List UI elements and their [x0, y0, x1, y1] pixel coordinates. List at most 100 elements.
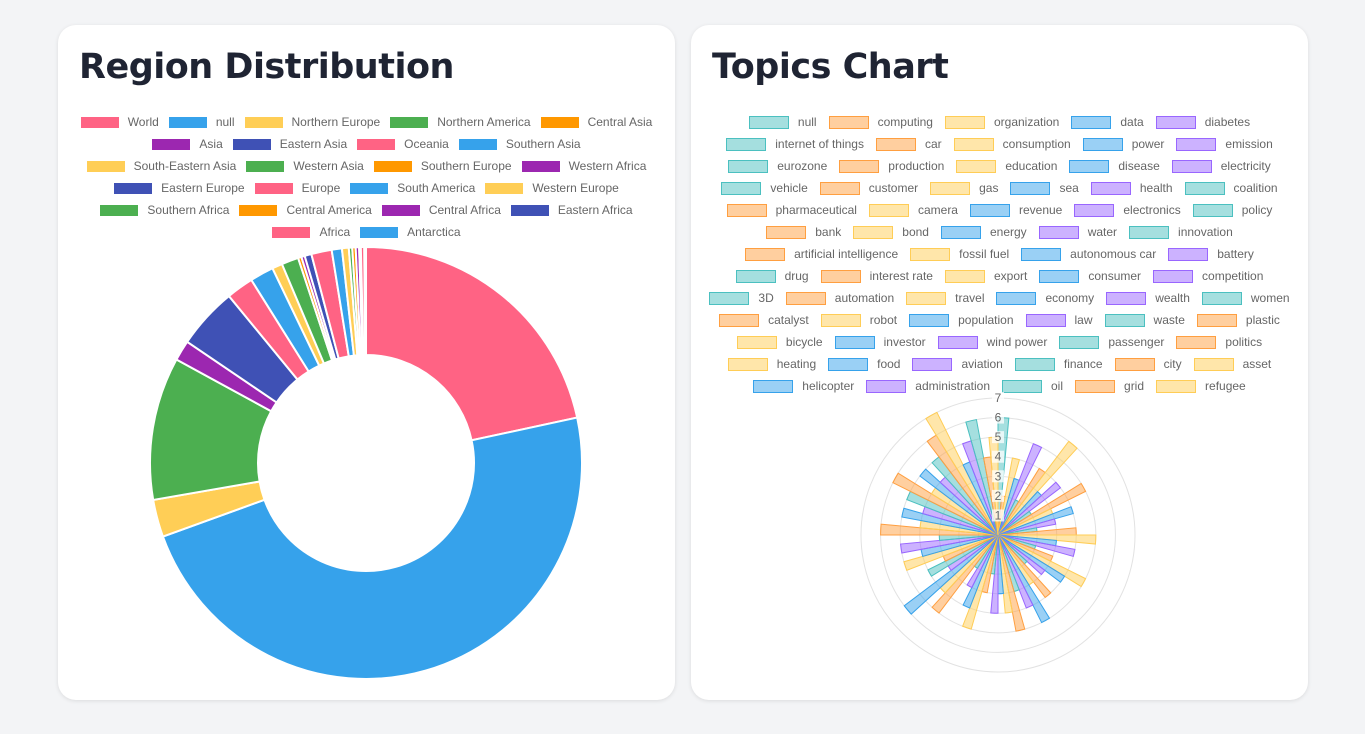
legend-item-electronics[interactable]: electronics	[1068, 199, 1186, 221]
legend-item-3d[interactable]: 3D	[703, 287, 779, 309]
legend-item-plastic[interactable]: plastic	[1191, 309, 1286, 331]
legend-item-population[interactable]: population	[903, 309, 1019, 331]
legend-item-southern-europe[interactable]: Southern Europe	[369, 155, 517, 177]
legend-item-women[interactable]: women	[1196, 287, 1296, 309]
legend-item-catalyst[interactable]: catalyst	[713, 309, 815, 331]
legend-item-policy[interactable]: policy	[1187, 199, 1279, 221]
donut-slice-world[interactable]	[365, 245, 579, 442]
legend-item-robot[interactable]: robot	[815, 309, 903, 331]
legend-item-automation[interactable]: automation	[780, 287, 900, 309]
legend-item-camera[interactable]: camera	[863, 199, 964, 221]
legend-item-eastern-africa[interactable]: Eastern Africa	[506, 199, 638, 221]
legend-item-drug[interactable]: drug	[730, 265, 815, 287]
legend-item-antarctica[interactable]: Antarctica	[355, 221, 465, 243]
legend-item-disease[interactable]: disease	[1063, 155, 1165, 177]
polar-wedge-energy[interactable]	[997, 534, 1051, 624]
legend-item-refugee[interactable]: refugee	[1150, 375, 1252, 397]
polar-wedge-automation[interactable]	[931, 534, 999, 614]
legend-item-helicopter[interactable]: helicopter	[747, 375, 860, 397]
polar-wedge-asset[interactable]	[925, 411, 999, 536]
legend-item-artificial-intelligence[interactable]: artificial intelligence	[739, 243, 904, 265]
legend-item-data[interactable]: data	[1065, 111, 1149, 133]
legend-item-consumption[interactable]: consumption	[948, 133, 1077, 155]
legend-item-heating[interactable]: heating	[722, 353, 822, 375]
polar-wedge-artificial-intelligence[interactable]	[997, 534, 1026, 632]
legend-item-pharmaceutical[interactable]: pharmaceutical	[721, 199, 863, 221]
legend-item-eastern-europe[interactable]: Eastern Europe	[109, 177, 249, 199]
legend-item-bank[interactable]: bank	[760, 221, 847, 243]
polar-wedge-politics[interactable]	[892, 472, 999, 536]
legend-item-asia[interactable]: Asia	[147, 133, 227, 155]
donut-slice-null[interactable]	[161, 416, 583, 681]
legend-item-food[interactable]: food	[822, 353, 906, 375]
legend-item-central-africa[interactable]: Central Africa	[377, 199, 506, 221]
polar-wedge-oil[interactable]	[965, 418, 999, 536]
legend-item-northern-europe[interactable]: Northern Europe	[240, 111, 386, 133]
polar-wedge-emission[interactable]	[997, 481, 1062, 536]
legend-item-world[interactable]: World	[76, 111, 164, 133]
legend-item-health[interactable]: health	[1085, 177, 1179, 199]
polar-wedge-bank[interactable]	[997, 534, 1052, 599]
legend-item-innovation[interactable]: innovation	[1123, 221, 1239, 243]
legend-item-south-america[interactable]: South America	[345, 177, 480, 199]
polar-wedge-fossil-fuel[interactable]	[997, 534, 1013, 614]
legend-item-energy[interactable]: energy	[935, 221, 1033, 243]
legend-item-production[interactable]: production	[833, 155, 950, 177]
legend-item-southern-africa[interactable]: Southern Africa	[95, 199, 234, 221]
legend-item-southern-asia[interactable]: Southern Asia	[454, 133, 586, 155]
legend-item-oil[interactable]: oil	[996, 375, 1069, 397]
legend-item-oceania[interactable]: Oceania	[352, 133, 454, 155]
legend-item-asset[interactable]: asset	[1188, 353, 1278, 375]
polar-wedge-disease[interactable]	[997, 506, 1074, 536]
legend-item-fossil-fuel[interactable]: fossil fuel	[904, 243, 1015, 265]
legend-item-interest-rate[interactable]: interest rate	[815, 265, 939, 287]
legend-item-eastern-asia[interactable]: Eastern Asia	[228, 133, 352, 155]
polar-wedge-consumption[interactable]	[997, 440, 1078, 536]
legend-item-emission[interactable]: emission	[1170, 133, 1278, 155]
legend-item-sea[interactable]: sea	[1004, 177, 1084, 199]
legend-item-internet-of-things[interactable]: internet of things	[720, 133, 870, 155]
donut-slice-antarctica[interactable]	[363, 245, 367, 357]
legend-item-competition[interactable]: competition	[1147, 265, 1269, 287]
polar-wedge-electronics[interactable]	[997, 534, 1046, 576]
polar-wedge-food[interactable]	[919, 468, 999, 536]
legend-item-northern-america[interactable]: Northern America	[385, 111, 535, 133]
legend-item-gas[interactable]: gas	[924, 177, 1004, 199]
legend-item-central-america[interactable]: Central America	[234, 199, 376, 221]
legend-item-export[interactable]: export	[939, 265, 1033, 287]
legend-item-western-asia[interactable]: Western Asia	[241, 155, 368, 177]
legend-item-central-asia[interactable]: Central Asia	[536, 111, 658, 133]
polar-wedge-women[interactable]	[927, 534, 999, 577]
legend-item-education[interactable]: education	[950, 155, 1063, 177]
legend-item-wealth[interactable]: wealth	[1100, 287, 1196, 309]
legend-item-city[interactable]: city	[1109, 353, 1188, 375]
polar-wedge-production[interactable]	[997, 482, 1087, 536]
legend-item-vehicle[interactable]: vehicle	[715, 177, 813, 199]
legend-item-bicycle[interactable]: bicycle	[731, 331, 829, 353]
legend-item-revenue[interactable]: revenue	[964, 199, 1068, 221]
polar-wedge-economy[interactable]	[903, 534, 999, 615]
legend-item-power[interactable]: power	[1077, 133, 1171, 155]
legend-item-water[interactable]: water	[1033, 221, 1123, 243]
legend-item-null[interactable]: null	[743, 111, 823, 133]
legend-item-western-europe[interactable]: Western Europe	[480, 177, 624, 199]
legend-item-organization[interactable]: organization	[939, 111, 1065, 133]
legend-item-western-africa[interactable]: Western Africa	[517, 155, 652, 177]
legend-item-consumer[interactable]: consumer	[1033, 265, 1147, 287]
legend-item-wind-power[interactable]: wind power	[932, 331, 1054, 353]
legend-item-car[interactable]: car	[870, 133, 948, 155]
legend-item-investor[interactable]: investor	[829, 331, 932, 353]
legend-item-battery[interactable]: battery	[1162, 243, 1260, 265]
polar-wedge-camera[interactable]	[997, 534, 1087, 588]
legend-item-electricity[interactable]: electricity	[1166, 155, 1277, 177]
legend-item-law[interactable]: law	[1020, 309, 1099, 331]
legend-item-null[interactable]: null	[164, 111, 240, 133]
polar-wedge-water[interactable]	[997, 534, 1034, 609]
polar-wedge-revenue[interactable]	[997, 534, 1066, 583]
legend-item-customer[interactable]: customer	[814, 177, 924, 199]
legend-item-grid[interactable]: grid	[1069, 375, 1150, 397]
legend-item-eurozone[interactable]: eurozone	[722, 155, 833, 177]
legend-item-europe[interactable]: Europe	[250, 177, 346, 199]
legend-item-passenger[interactable]: passenger	[1053, 331, 1170, 353]
polar-wedge-electricity[interactable]	[997, 518, 1057, 536]
